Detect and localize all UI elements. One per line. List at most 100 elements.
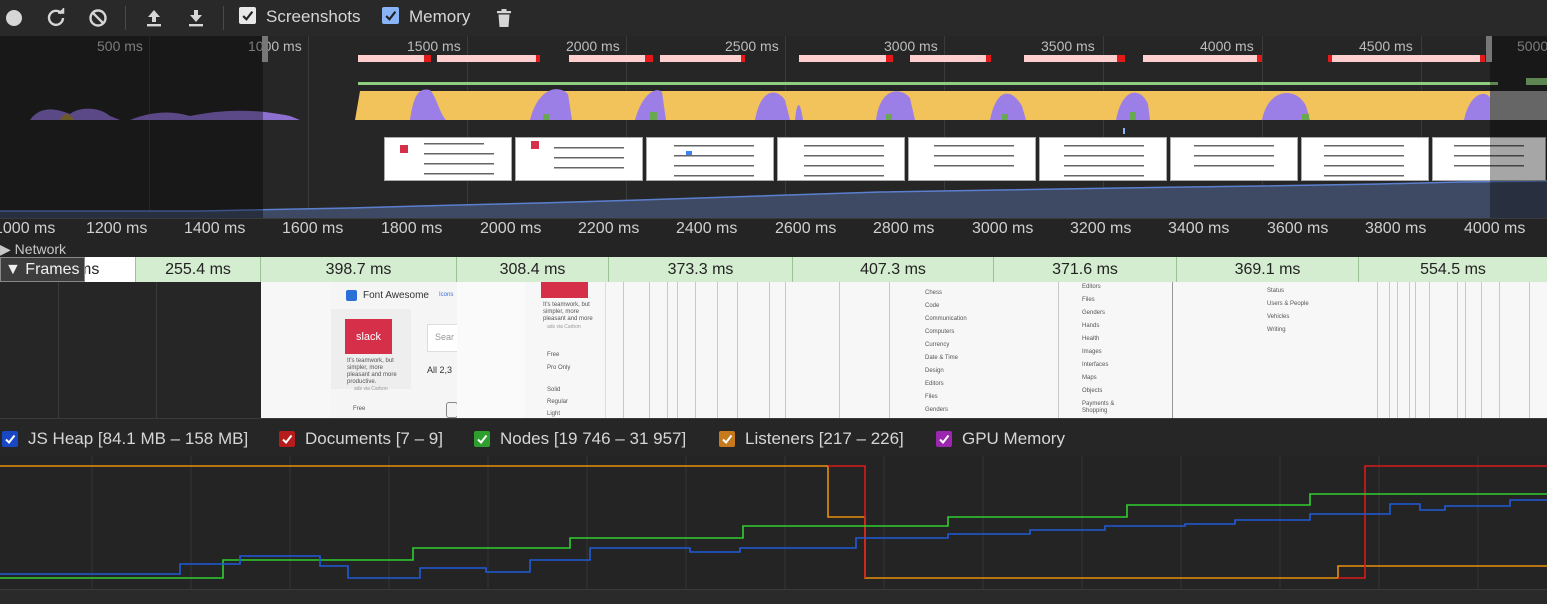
- frame-screenshot[interactable]: It's teamwork, but simpler, more pleasan…: [457, 282, 609, 418]
- screenshot-filter: Free: [547, 352, 560, 358]
- gpu-memory-checkbox[interactable]: [936, 431, 952, 447]
- long-task-bars: [358, 55, 1485, 62]
- screenshot-category: Editors: [1082, 284, 1101, 290]
- screenshot-category: Shopping: [1082, 408, 1108, 414]
- frames-track-toggle[interactable]: ▼ Frames: [0, 257, 85, 282]
- screenshot-category: Maps: [1082, 375, 1097, 381]
- screenshot-ad-text: simpler, more: [347, 365, 384, 371]
- screenshot-category: Editors: [925, 381, 944, 387]
- documents-label: Documents [7 – 9]: [305, 429, 443, 448]
- checkmark-icon: [722, 434, 733, 445]
- screenshot-ad-logo: [541, 282, 588, 298]
- frame-duration: 554.5 ms: [1420, 260, 1486, 278]
- memory-counter-lines: [0, 456, 1547, 589]
- legend-documents[interactable]: Documents [7 – 9]: [279, 429, 443, 449]
- overview-screenshot-thumbnails: [384, 137, 1546, 181]
- screenshot-search-box: [427, 324, 457, 352]
- screenshot-category: Computers: [925, 329, 955, 335]
- overview-tick-label: 5000: [1517, 38, 1547, 54]
- ruler-tick-label: 2600 ms: [775, 220, 837, 237]
- frame-screenshot[interactable]: Font Awesome Icons slack It's teamwork, …: [261, 282, 457, 418]
- triangle-right-icon: ▶: [0, 241, 11, 257]
- screenshot-ad-via: ads via Carbon: [354, 386, 388, 392]
- legend-js-heap[interactable]: JS Heap [84.1 MB – 158 MB]: [2, 429, 248, 449]
- legend-nodes[interactable]: Nodes [19 746 – 31 957]: [474, 429, 686, 449]
- clear-button[interactable]: [86, 6, 110, 30]
- network-track-toggle[interactable]: ▶ Network: [0, 241, 66, 258]
- frame-bar[interactable]: 554.5 ms: [1359, 257, 1547, 282]
- record-button[interactable]: [2, 6, 26, 30]
- overview-tick-label: 500 ms: [97, 38, 143, 54]
- js-heap-checkbox[interactable]: [2, 431, 18, 447]
- frame-duration: 407.3 ms: [860, 260, 926, 278]
- frame-bar[interactable]: 398.7 ms: [261, 257, 457, 282]
- memory-counters-graph[interactable]: [0, 456, 1547, 589]
- ruler-tick-label: 3600 ms: [1267, 220, 1329, 237]
- js-heap-label: JS Heap [84.1 MB – 158 MB]: [28, 429, 249, 448]
- screenshot-ad-text: It's teamwork, but: [543, 302, 590, 308]
- frame-bar[interactable]: 373.3 ms: [609, 257, 793, 282]
- frame-duration: 373.3 ms: [667, 260, 734, 278]
- screenshot-category: Date & Time: [925, 355, 959, 361]
- overview-tick-label: 4000 ms: [1200, 38, 1254, 54]
- frame-screenshot[interactable]: [609, 282, 793, 418]
- screenshot-category: Interfaces: [1082, 362, 1109, 368]
- strip-gridline: [156, 282, 157, 418]
- timeline-overview[interactable]: 500 ms 1000 ms 1500 ms 2000 ms 2500 ms 3…: [0, 36, 1547, 218]
- overview-gridline: [149, 36, 150, 218]
- checkmark-icon: [939, 434, 950, 445]
- ruler-tick-label: 1400 ms: [184, 220, 246, 237]
- memory-label[interactable]: Memory: [409, 7, 471, 26]
- frame-screenshot[interactable]: Chess Code Communication Computers Curre…: [793, 282, 994, 418]
- frame-bar[interactable]: 308.4 ms: [457, 257, 609, 282]
- screenshot-category: Objects: [1082, 388, 1103, 394]
- details-panel-edge: [0, 589, 1547, 604]
- selection-right-handle[interactable]: [1486, 36, 1492, 62]
- overview-tick-label: 3000 ms: [884, 38, 938, 54]
- screenshot-category: Users & People: [1267, 301, 1309, 307]
- legend-listeners[interactable]: Listeners [217 – 226]: [719, 429, 904, 449]
- frame-screenshot[interactable]: [1359, 282, 1547, 418]
- screenshot-filter: Pro Only: [547, 365, 571, 371]
- ruler-tick-label: 1800 ms: [381, 220, 443, 237]
- ruler-tick-label: 4000 ms: [1464, 220, 1526, 237]
- screenshot-ad-via: ads via Carbon: [547, 324, 581, 330]
- ruler-tick-label: 3000 ms: [972, 220, 1034, 237]
- overview-gridline: [1103, 36, 1104, 218]
- frame-screenshot[interactable]: Editors Files Genders Hands Health Image…: [994, 282, 1177, 418]
- frame-screenshot[interactable]: Status Users & People Vehicles Writing: [1177, 282, 1359, 418]
- screenshot-search-placeholder: Sear: [435, 332, 455, 342]
- frame-bar[interactable]: 369.1 ms: [1177, 257, 1359, 282]
- ruler-tick-label: 3400 ms: [1168, 220, 1230, 237]
- screenshots-label[interactable]: Screenshots: [266, 7, 361, 26]
- memory-checkbox[interactable]: [382, 7, 399, 24]
- selection-left-handle[interactable]: [262, 36, 268, 62]
- screenshot-category: Images: [1082, 349, 1102, 355]
- screenshot-category: Code: [925, 303, 940, 309]
- toolbar-separator: [223, 6, 224, 30]
- save-profile-button[interactable]: [184, 6, 208, 30]
- memory-counters-legend: JS Heap [84.1 MB – 158 MB] Documents [7 …: [0, 418, 1547, 457]
- load-profile-button[interactable]: [142, 6, 166, 30]
- screenshot-filter: Free: [353, 406, 366, 412]
- frame-bar[interactable]: 407.3 ms: [793, 257, 994, 282]
- ruler-tick-label: 2200 ms: [578, 220, 640, 237]
- screenshots-checkbox[interactable]: [239, 7, 256, 24]
- frame-bar[interactable]: 255.4 ms: [136, 257, 261, 282]
- screenshot-category: Currency: [925, 342, 950, 348]
- screenshot-category: Files: [1082, 297, 1095, 303]
- frame-bar[interactable]: 371.6 ms: [994, 257, 1177, 282]
- listeners-checkbox[interactable]: [719, 431, 735, 447]
- screenshot-category: Genders: [925, 407, 949, 413]
- documents-checkbox[interactable]: [279, 431, 295, 447]
- screenshot-ad-text: simpler, more: [543, 309, 580, 315]
- checkmark-icon: [477, 434, 488, 445]
- overview-tick-label: 2500 ms: [725, 38, 779, 54]
- screenshot-category: Status: [1267, 288, 1285, 294]
- legend-gpu-memory[interactable]: GPU Memory: [936, 429, 1065, 449]
- nodes-checkbox[interactable]: [474, 431, 490, 447]
- reload-record-button[interactable]: [44, 6, 68, 30]
- collect-garbage-button[interactable]: [492, 6, 516, 30]
- frames-screenshot-strip[interactable]: Font Awesome Icons slack It's teamwork, …: [0, 282, 1547, 418]
- screenshot-ad-text: pleasant and more: [543, 316, 593, 322]
